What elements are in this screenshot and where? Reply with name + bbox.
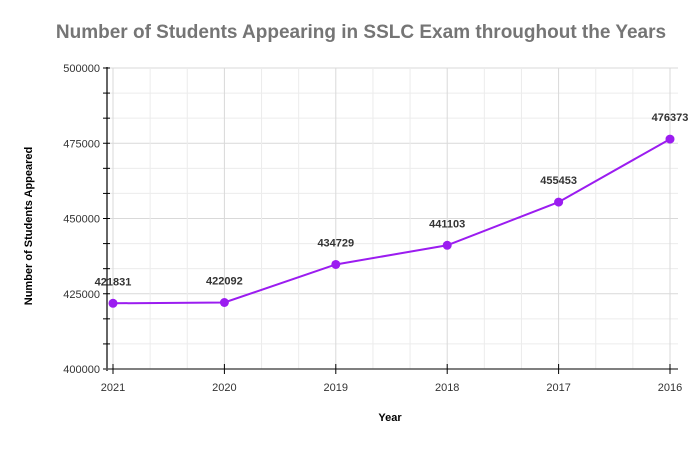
axes: 400000 425000 450000 475000 500000 2021 2020 20… (63, 63, 682, 394)
x-tick-label: 2020 (212, 382, 236, 394)
x-tick-label: 2021 (101, 382, 125, 394)
data-point (219, 298, 229, 308)
data-label: 455453 (540, 175, 577, 187)
data-label: 441103 (429, 218, 465, 230)
data-label: 422092 (206, 276, 243, 288)
series-line (112, 138, 671, 305)
data-point (108, 298, 118, 308)
y-tick-label: 425000 (63, 289, 100, 301)
data-point (665, 134, 675, 144)
data-point (554, 197, 564, 207)
grid-lines (107, 67, 678, 370)
data-labels: 421831 422092 434729 441103 455453 476373 (95, 112, 689, 288)
data-point (331, 259, 341, 269)
x-tick-label: 2018 (435, 382, 459, 394)
x-tick-label: 2017 (546, 382, 570, 394)
x-tick-label: 2016 (658, 382, 682, 394)
x-tick-label: 2019 (324, 382, 348, 394)
chart-title: Number of Students Appearing in SSLC Exa… (55, 22, 667, 43)
data-label: 476373 (652, 112, 689, 124)
data-series (108, 134, 675, 308)
data-point (442, 240, 452, 250)
y-tick-label: 500000 (63, 63, 100, 75)
x-axis-label: Year (378, 412, 402, 424)
y-tick-label: 475000 (63, 138, 100, 150)
data-label: 434729 (317, 237, 354, 249)
y-tick-label: 400000 (63, 364, 100, 376)
data-label: 421831 (95, 276, 132, 288)
y-tick-label: 450000 (63, 214, 100, 226)
